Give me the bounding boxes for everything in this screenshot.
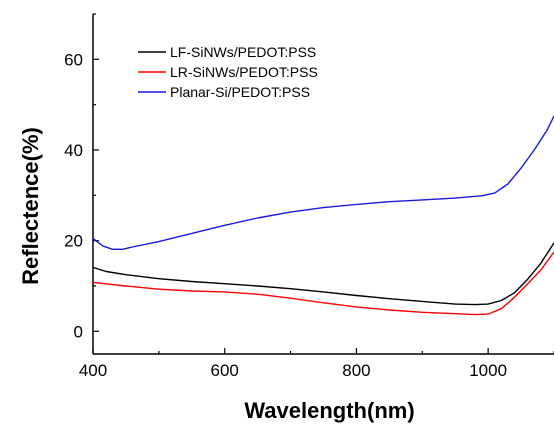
axes-layer: 400 600 800 1000 0 20 40 60 [64,13,554,380]
y-tick-label: 0 [74,322,83,341]
x-tick-label: 800 [342,361,370,380]
legend-entry: Planar-Si/PEDOT:PSS [170,84,310,100]
x-tick-label: 400 [79,361,107,380]
y-tick-label: 20 [64,232,83,251]
series-line [93,115,554,250]
legend: LF-SiNWs/PEDOT:PSS LR-SiNWs/PEDOT:PSS Plan… [138,44,318,100]
y-tick-label: 40 [64,141,83,160]
y-tick-label: 60 [64,50,83,69]
x-tick-label: 600 [211,361,239,380]
series-layer [93,115,554,316]
series-line [93,242,554,306]
legend-entry: LF-SiNWs/PEDOT:PSS [170,44,316,60]
x-axis-label: Wavelength(nm) [244,398,414,423]
legend-entry: LR-SiNWs/PEDOT:PSS [170,64,318,80]
y-axis-label: Reflectence(%) [18,127,43,285]
series-line [93,251,554,316]
x-tick-label: 1000 [469,361,507,380]
